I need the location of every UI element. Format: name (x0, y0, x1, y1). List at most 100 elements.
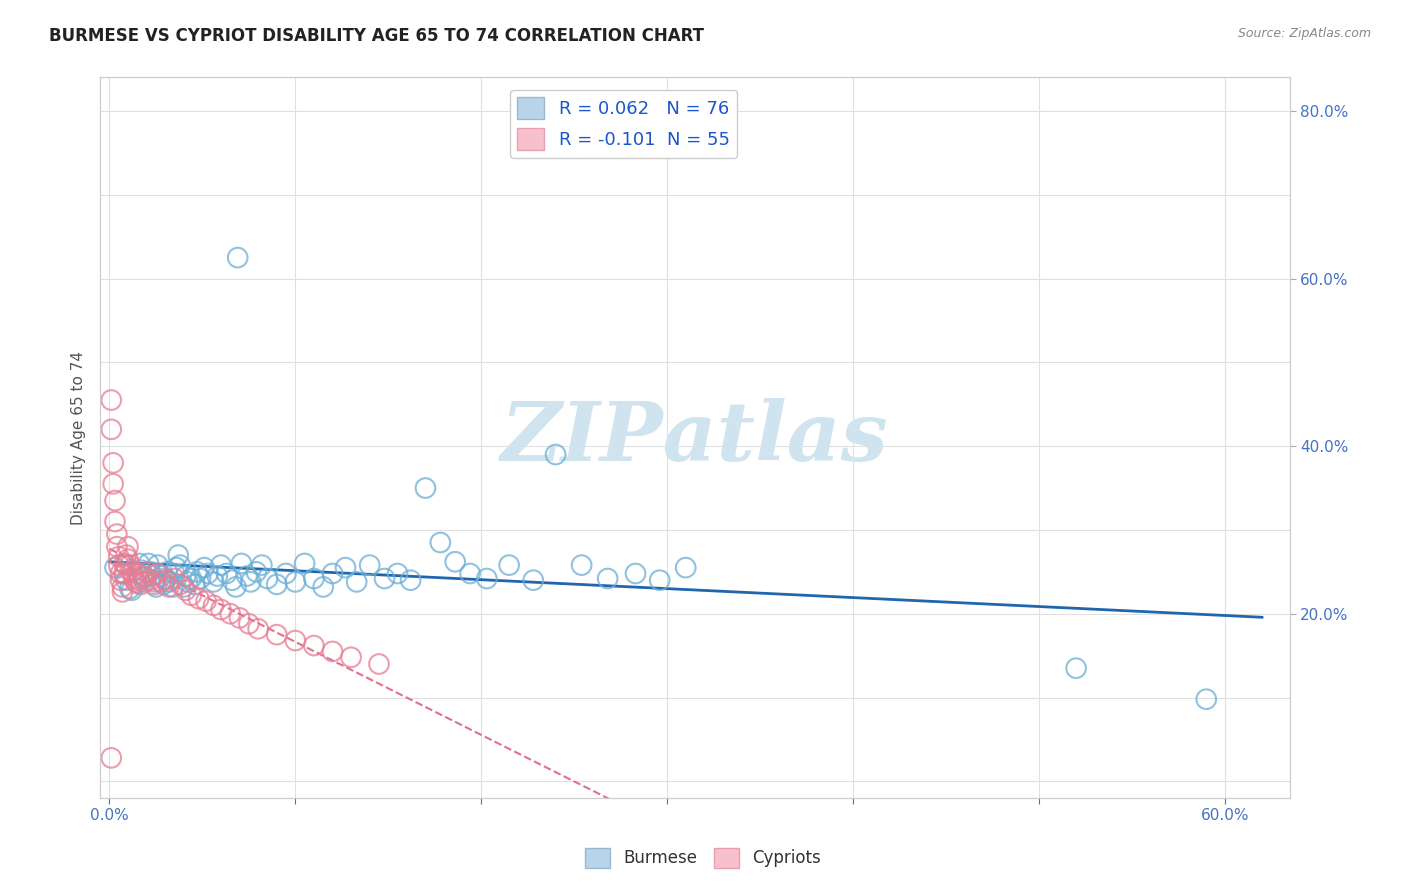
Point (128, 573, 150, 587)
Point (312, 580, 335, 594)
Point (138, 557, 160, 571)
Y-axis label: Disability Age 65 to 74: Disability Age 65 to 74 (72, 351, 86, 524)
Point (100, 422, 122, 436)
Point (101, 476, 124, 491)
Point (1195, 692, 1218, 706)
Point (215, 566, 238, 581)
Point (374, 572, 396, 586)
Point (115, 558, 138, 573)
Point (146, 558, 169, 573)
Point (197, 566, 219, 581)
Text: Source: ZipAtlas.com: Source: ZipAtlas.com (1237, 27, 1371, 40)
Point (256, 572, 278, 586)
Point (302, 639, 325, 653)
Point (121, 583, 143, 598)
Point (117, 552, 139, 566)
Point (104, 560, 127, 574)
Point (596, 572, 619, 586)
Point (122, 572, 145, 586)
Point (221, 573, 243, 587)
Point (359, 558, 381, 573)
Point (174, 569, 197, 583)
Point (180, 572, 202, 586)
Point (153, 572, 176, 586)
Point (231, 557, 253, 571)
Point (169, 577, 191, 591)
Point (139, 565, 162, 579)
Point (129, 577, 152, 591)
Text: ZIP​atlas: ZIP​atlas (501, 398, 889, 478)
Point (266, 628, 288, 642)
Point (163, 572, 186, 586)
Point (112, 557, 135, 571)
Point (202, 599, 225, 613)
Point (169, 558, 191, 573)
Point (429, 535, 451, 549)
Point (571, 558, 593, 573)
Point (522, 573, 544, 587)
Point (112, 566, 135, 581)
Point (117, 540, 139, 554)
Point (141, 569, 163, 583)
Point (294, 557, 316, 571)
Point (187, 591, 209, 606)
Point (111, 585, 134, 599)
Point (124, 574, 146, 589)
Point (236, 569, 259, 583)
Point (134, 574, 156, 589)
Point (132, 569, 155, 583)
Point (115, 573, 138, 587)
Point (193, 560, 215, 574)
Point (112, 566, 135, 581)
Point (245, 565, 267, 579)
Point (127, 566, 149, 581)
Point (143, 574, 166, 589)
Legend: R = 0.062   N = 76, R = -0.101  N = 55: R = 0.062 N = 76, R = -0.101 N = 55 (510, 90, 737, 158)
Point (225, 580, 247, 594)
Point (238, 616, 260, 631)
Point (209, 602, 232, 616)
Point (387, 566, 409, 581)
Point (100, 751, 122, 765)
Point (129, 563, 152, 577)
Point (173, 580, 195, 594)
Point (132, 572, 155, 586)
Point (1064, 661, 1087, 675)
Point (250, 558, 273, 573)
Point (165, 560, 187, 574)
Point (104, 515, 127, 529)
Point (145, 580, 167, 594)
Point (118, 582, 141, 596)
Point (157, 574, 180, 589)
Point (118, 558, 141, 573)
Point (239, 574, 262, 589)
Point (153, 573, 176, 587)
Point (143, 577, 166, 591)
Point (139, 573, 162, 587)
Point (458, 566, 481, 581)
Point (184, 577, 207, 591)
Point (226, 251, 249, 265)
Point (335, 560, 357, 574)
Point (186, 565, 208, 579)
Point (368, 657, 391, 671)
Point (219, 607, 242, 621)
Point (146, 566, 169, 581)
Point (104, 493, 127, 508)
Point (274, 566, 297, 581)
Point (202, 574, 225, 589)
Point (340, 650, 363, 665)
Point (207, 569, 229, 583)
Point (162, 580, 184, 594)
Point (127, 576, 149, 591)
Point (174, 583, 197, 598)
Point (152, 577, 174, 591)
Point (544, 448, 567, 462)
Point (167, 548, 190, 562)
Point (107, 549, 129, 564)
Point (209, 558, 232, 573)
Point (475, 572, 498, 586)
Point (111, 580, 134, 594)
Point (498, 558, 520, 573)
Point (247, 622, 270, 636)
